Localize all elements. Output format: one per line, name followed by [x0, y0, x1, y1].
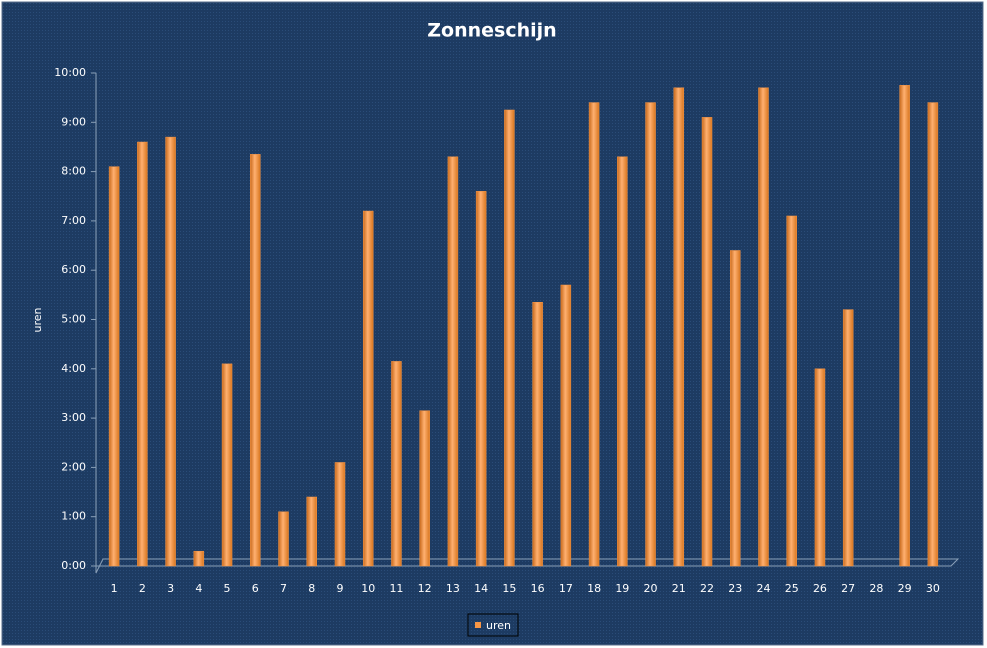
x-tick-label: 1 — [111, 582, 118, 595]
bar — [278, 511, 289, 567]
y-tick-label: 6:00 — [61, 263, 86, 276]
bar — [193, 550, 205, 567]
y-axis-label: uren — [31, 307, 44, 332]
bar — [814, 368, 826, 567]
bar — [786, 215, 797, 567]
bar — [645, 102, 656, 567]
x-tick-label: 6 — [252, 582, 259, 595]
x-tick-label: 26 — [813, 582, 827, 595]
x-tick-label: 20 — [644, 582, 658, 595]
y-tick-label: 2:00 — [61, 460, 86, 473]
x-tick-label: 24 — [756, 582, 770, 595]
x-tick-label: 30 — [926, 582, 940, 595]
y-tick-label: 8:00 — [61, 165, 86, 178]
y-tick-label: 9:00 — [61, 115, 86, 128]
x-tick-label: 5 — [224, 582, 231, 595]
y-tick-label: 4:00 — [61, 362, 86, 375]
x-tick-label: 23 — [728, 582, 742, 595]
y-tick-label: 7:00 — [61, 214, 86, 227]
x-tick-label: 27 — [841, 582, 855, 595]
x-tick-label: 10 — [361, 582, 375, 595]
x-tick-label: 12 — [418, 582, 432, 595]
bar — [391, 361, 402, 567]
bar — [701, 117, 713, 567]
bar — [927, 102, 939, 567]
x-tick-label: 25 — [785, 582, 799, 595]
chart-title: Zonneschijn — [427, 20, 556, 42]
bar — [419, 410, 430, 567]
bar — [842, 309, 854, 567]
y-tick-label: 0:00 — [61, 559, 86, 572]
bar — [673, 87, 685, 567]
bar — [306, 496, 317, 567]
x-tick-label: 2 — [139, 582, 146, 595]
bar — [758, 87, 769, 567]
x-tick-label: 9 — [336, 582, 343, 595]
bar — [588, 102, 600, 567]
y-tick-label: 1:00 — [61, 510, 86, 523]
y-tick-label: 3:00 — [61, 411, 86, 424]
x-tick-label: 3 — [167, 582, 174, 595]
x-tick-label: 19 — [615, 582, 629, 595]
bar — [532, 301, 543, 567]
bar — [475, 191, 487, 567]
bar — [165, 136, 176, 567]
bar — [334, 462, 346, 567]
x-tick-label: 22 — [700, 582, 714, 595]
x-tick-label: 18 — [587, 582, 601, 595]
bar — [730, 250, 741, 567]
legend-swatch — [475, 622, 481, 628]
bar — [108, 166, 120, 567]
bar — [447, 156, 459, 567]
bar — [560, 284, 572, 567]
legend-label: uren — [486, 619, 511, 632]
x-tick-label: 7 — [280, 582, 287, 595]
floor — [95, 558, 960, 574]
x-tick-label: 16 — [531, 582, 545, 595]
legend-box — [467, 613, 519, 637]
bar — [362, 210, 374, 567]
x-tick-label: 28 — [869, 582, 883, 595]
x-tick-label: 15 — [502, 582, 516, 595]
x-tick-label: 17 — [559, 582, 573, 595]
x-tick-label: 29 — [898, 582, 912, 595]
bar — [504, 109, 515, 567]
bar — [899, 85, 910, 567]
x-tick-label: 11 — [389, 582, 403, 595]
bar — [250, 154, 261, 567]
y-tick-label: 5:00 — [61, 313, 86, 326]
x-tick-label: 13 — [446, 582, 460, 595]
y-tick-label: 10:00 — [54, 66, 86, 79]
bar — [617, 156, 628, 567]
x-tick-label: 14 — [474, 582, 488, 595]
x-tick-label: 4 — [195, 582, 202, 595]
bar — [221, 363, 233, 567]
x-tick-label: 8 — [308, 582, 315, 595]
x-tick-label: 21 — [672, 582, 686, 595]
bar — [137, 141, 148, 567]
